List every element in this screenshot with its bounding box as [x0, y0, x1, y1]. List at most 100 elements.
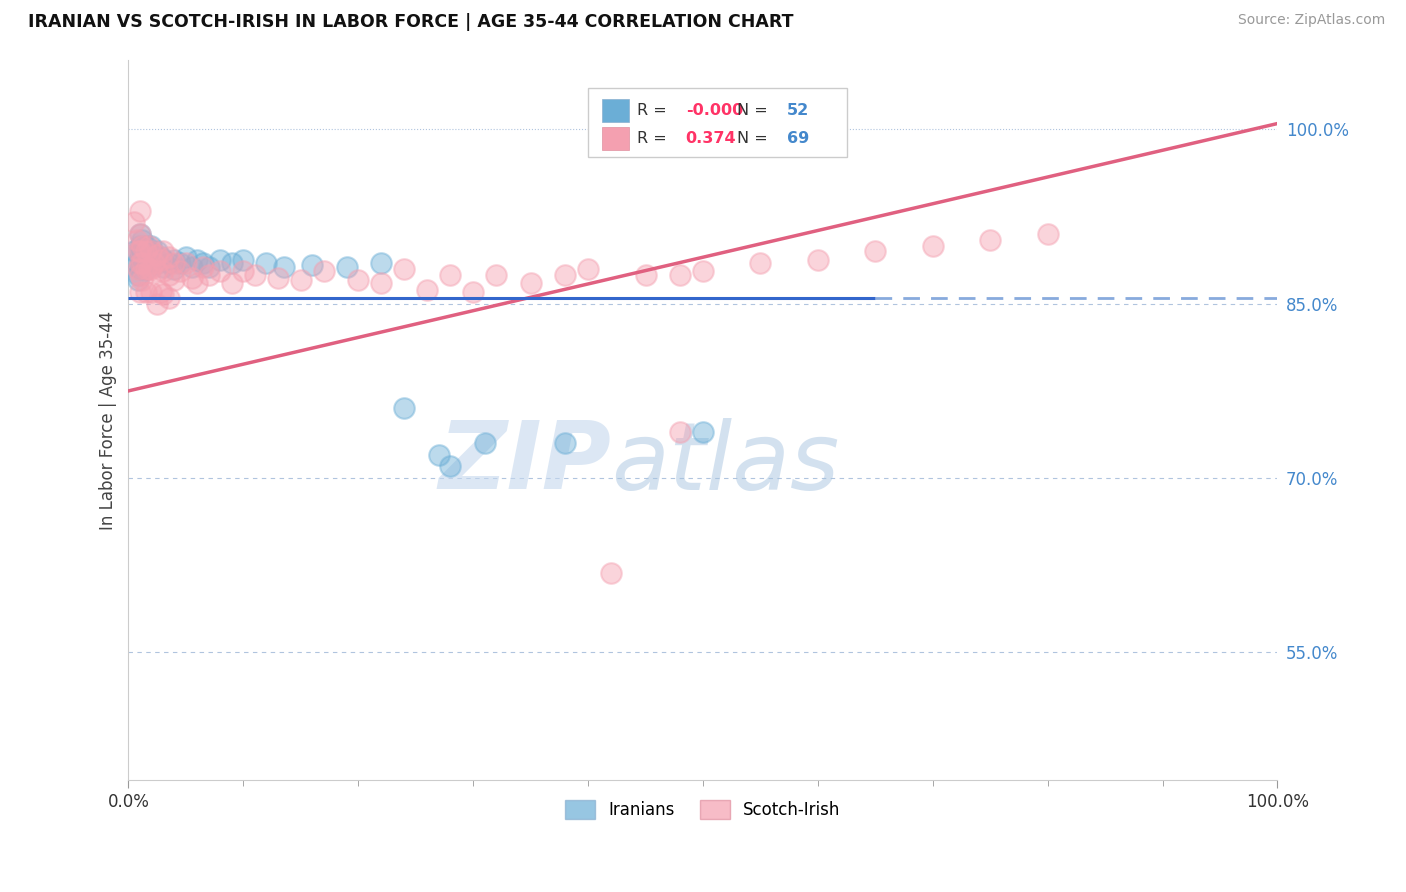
- Point: [519, 276, 541, 290]
- Point: [129, 256, 152, 270]
- Point: [336, 260, 359, 274]
- Point: [163, 261, 186, 276]
- Point: [135, 244, 157, 259]
- Point: [169, 256, 191, 270]
- Point: [146, 248, 169, 262]
- Point: [439, 268, 461, 282]
- Point: [186, 276, 208, 290]
- Point: [141, 248, 163, 262]
- Point: [135, 261, 157, 276]
- Point: [749, 256, 772, 270]
- Point: [427, 448, 450, 462]
- Point: [127, 268, 149, 282]
- Point: [129, 250, 152, 264]
- Point: [180, 260, 202, 274]
- Point: [131, 256, 153, 270]
- Point: [129, 285, 152, 299]
- Point: [146, 256, 169, 270]
- Point: [186, 252, 208, 267]
- Point: [122, 215, 145, 229]
- Point: [180, 271, 202, 285]
- Point: [129, 227, 152, 241]
- Point: [576, 261, 599, 276]
- Point: [163, 252, 186, 267]
- Point: [129, 261, 152, 276]
- Point: [141, 244, 163, 259]
- Point: [131, 250, 153, 264]
- Point: [312, 264, 335, 278]
- Point: [142, 256, 165, 270]
- Text: N =: N =: [738, 131, 773, 146]
- Point: [135, 256, 157, 270]
- Point: [152, 287, 174, 301]
- Point: [921, 238, 943, 252]
- Point: [394, 401, 416, 416]
- Point: [979, 233, 1001, 247]
- Point: [129, 244, 152, 259]
- Point: [129, 256, 152, 270]
- Text: N =: N =: [738, 103, 773, 118]
- Point: [131, 244, 153, 259]
- Point: [416, 283, 439, 297]
- Text: 52: 52: [787, 103, 808, 118]
- Point: [141, 238, 163, 252]
- FancyBboxPatch shape: [588, 88, 846, 157]
- Point: [152, 260, 174, 274]
- Point: [301, 258, 323, 272]
- Point: [138, 261, 160, 276]
- Point: [138, 244, 160, 259]
- Point: [122, 244, 145, 259]
- Point: [131, 256, 153, 270]
- Point: [149, 252, 172, 267]
- Point: [692, 264, 714, 278]
- Point: [125, 256, 148, 270]
- Point: [129, 203, 152, 218]
- Point: [127, 273, 149, 287]
- Text: ZIP: ZIP: [439, 417, 612, 509]
- Point: [669, 425, 692, 439]
- Point: [600, 566, 623, 581]
- Point: [141, 285, 163, 299]
- Point: [232, 264, 254, 278]
- Point: [394, 261, 416, 276]
- Point: [129, 238, 152, 252]
- Text: 69: 69: [787, 131, 808, 146]
- Point: [439, 459, 461, 474]
- Point: [127, 244, 149, 259]
- Point: [135, 238, 157, 252]
- Text: atlas: atlas: [612, 417, 839, 508]
- Point: [141, 256, 163, 270]
- Point: [169, 264, 191, 278]
- FancyBboxPatch shape: [602, 98, 630, 121]
- Point: [138, 238, 160, 252]
- Point: [347, 273, 370, 287]
- Point: [125, 233, 148, 247]
- Point: [634, 268, 657, 282]
- Point: [129, 268, 152, 282]
- Point: [163, 273, 186, 287]
- Point: [135, 285, 157, 299]
- Point: [554, 268, 576, 282]
- Text: Source: ZipAtlas.com: Source: ZipAtlas.com: [1237, 13, 1385, 28]
- Point: [152, 252, 174, 267]
- Point: [131, 238, 153, 252]
- Point: [1036, 227, 1059, 241]
- Point: [131, 273, 153, 287]
- Point: [485, 268, 508, 282]
- Point: [157, 291, 180, 305]
- Point: [254, 256, 277, 270]
- Point: [191, 256, 214, 270]
- Text: 0.374: 0.374: [686, 131, 737, 146]
- Point: [174, 256, 197, 270]
- Point: [198, 260, 221, 274]
- Point: [232, 252, 254, 267]
- Point: [127, 261, 149, 276]
- Point: [221, 256, 243, 270]
- Text: R =: R =: [637, 103, 672, 118]
- Text: IRANIAN VS SCOTCH-IRISH IN LABOR FORCE | AGE 35-44 CORRELATION CHART: IRANIAN VS SCOTCH-IRISH IN LABOR FORCE |…: [28, 13, 793, 31]
- FancyBboxPatch shape: [602, 128, 630, 151]
- Text: -0.000: -0.000: [686, 103, 742, 118]
- Point: [129, 244, 152, 259]
- Point: [149, 250, 172, 264]
- Point: [209, 264, 232, 278]
